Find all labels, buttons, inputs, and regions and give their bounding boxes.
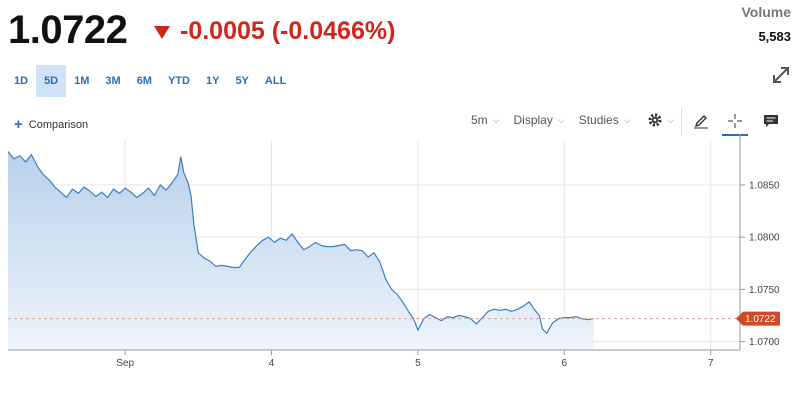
volume-label: Volume [741, 4, 791, 20]
chevron-down-icon: ⌵ [492, 114, 500, 125]
last-price-tag: 1.0722 [736, 311, 780, 326]
plus-icon: + [14, 116, 23, 133]
expand-icon[interactable] [770, 64, 792, 86]
range-1m[interactable]: 1M [74, 75, 90, 87]
range-5y[interactable]: 5Y [235, 75, 249, 87]
x-tick-label: 7 [708, 358, 714, 369]
y-tick-label: 1.0800 [749, 233, 780, 244]
price-line [7, 151, 594, 335]
range-selector: 1D 5D 1M 3M 6M YTD 1Y 5Y ALL [6, 65, 294, 97]
x-tick-label: 6 [562, 358, 568, 369]
down-arrow-icon [154, 26, 170, 39]
range-1d[interactable]: 1D [14, 75, 29, 87]
interval-label: 5m [471, 113, 488, 127]
chevron-down-icon: ⌵ [557, 114, 565, 125]
price-area [8, 151, 594, 350]
last-price-tag-text: 1.0722 [745, 314, 776, 325]
display-label: Display [513, 113, 553, 127]
x-tick-label: 4 [269, 358, 275, 369]
range-all[interactable]: ALL [264, 75, 287, 87]
y-tick-label: 1.0750 [749, 285, 780, 296]
pencil-icon [694, 115, 708, 129]
price-change: -0.0005 (-0.0466%) [154, 17, 395, 46]
x-tick-label: Sep [116, 358, 134, 369]
studies-label: Studies [578, 113, 619, 127]
x-tick-label: 5 [415, 358, 421, 369]
y-tick-label: 1.0700 [749, 337, 780, 348]
last-price-tag-shape [736, 311, 780, 326]
settings-dropdown[interactable]: ⌵ [647, 112, 674, 128]
chevron-down-icon: ⌵ [623, 114, 631, 125]
range-1y[interactable]: 1Y [205, 75, 220, 87]
chevron-down-icon: ⌵ [667, 114, 674, 125]
comment-icon [764, 115, 778, 127]
crosshair-tool-button[interactable] [722, 108, 748, 136]
range-3m[interactable]: 3M [105, 75, 121, 87]
comment-tool-button[interactable] [758, 108, 784, 134]
range-ytd[interactable]: YTD [167, 75, 190, 87]
interval-dropdown[interactable]: 5m ⌵ [471, 113, 500, 127]
crosshair-icon [728, 114, 742, 128]
display-dropdown[interactable]: Display ⌵ [514, 113, 565, 127]
range-6m[interactable]: 6M [136, 75, 152, 87]
gear-icon [648, 113, 662, 127]
studies-dropdown[interactable]: Studies ⌵ [579, 113, 631, 127]
last-price: 1.0722 [8, 8, 128, 52]
toolbar-divider [681, 108, 682, 136]
comparison-button[interactable]: + Comparison [14, 116, 88, 133]
volume-value: 5,583 [758, 29, 791, 44]
y-tick-label: 1.0850 [749, 180, 780, 191]
draw-tool-button[interactable] [688, 108, 714, 134]
chart-toolbar: 5m ⌵ Display ⌵ Studies ⌵ [471, 113, 645, 127]
chart-axes: Sep 4 5 6 7 1.0700 1.0750 1.0800 1.0850 [8, 134, 780, 369]
range-5d[interactable]: 5D [36, 65, 67, 97]
comparison-label: Comparison [28, 118, 89, 131]
price-change-text: -0.0005 (-0.0466%) [180, 17, 396, 45]
